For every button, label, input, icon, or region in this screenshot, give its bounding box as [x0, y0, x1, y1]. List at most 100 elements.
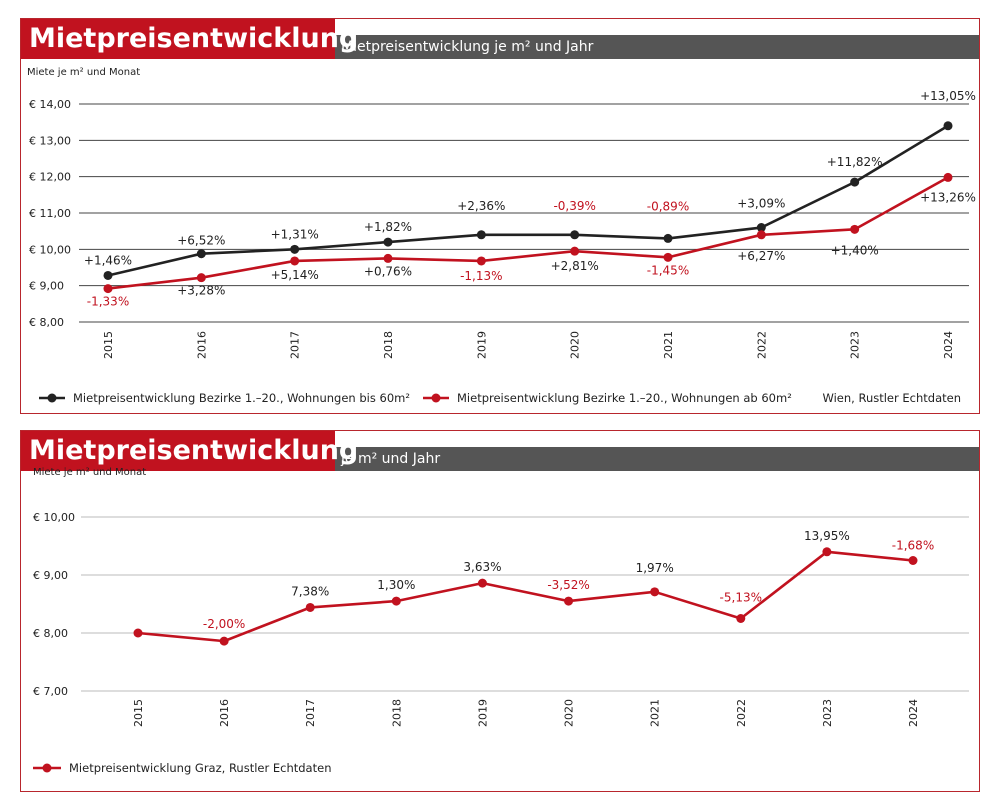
data-point [564, 596, 574, 606]
data-point [850, 224, 860, 234]
data-point [476, 256, 486, 266]
x-tick-label: 2022 [735, 699, 748, 727]
data-label: +2,81% [551, 259, 599, 273]
legend-marker [47, 393, 57, 403]
data-label: +11,82% [827, 155, 883, 169]
x-tick-label: 2020 [563, 699, 576, 727]
data-label: +13,26% [920, 190, 976, 204]
x-tick-label: 2022 [755, 331, 768, 359]
data-point [943, 172, 953, 182]
data-point [383, 253, 393, 263]
data-label: 1,30% [377, 578, 415, 592]
data-label: +1,40% [831, 243, 879, 257]
data-point [822, 547, 832, 557]
chart-panel-wien: Mietpreisentwicklung je m² und Jahr Miet… [20, 18, 980, 414]
x-tick-label: 2023 [849, 331, 862, 359]
data-label: +6,27% [737, 249, 785, 263]
data-label: -5,13% [720, 591, 762, 605]
y-axis-label: Miete je m² und Monat [33, 467, 146, 478]
data-point [290, 244, 300, 254]
data-label: -0,39% [553, 199, 595, 213]
chart-graz: Miete je m² und Monat € 7,00 € 8,00 € 9,00 €… [33, 467, 969, 775]
legend-marker [42, 763, 52, 773]
y-tick-label: € 12,00 [29, 171, 71, 184]
data-label: +1,46% [84, 253, 132, 267]
data-point [219, 636, 229, 646]
header-subtitle: je m² und Jahr [333, 447, 979, 471]
header-title: Mietpreisentwicklung [21, 431, 358, 471]
panel-header: je m² und Jahr Mietpreisentwicklung [21, 431, 979, 471]
legend-entry: Mietpreisentwicklung Graz, Rustler Echtd… [69, 761, 331, 775]
y-tick-label: € 13,00 [29, 134, 71, 147]
source-label: Wien, Rustler Echtdaten [822, 391, 961, 405]
data-label: +0,76% [364, 264, 412, 278]
data-point [476, 230, 486, 240]
data-point [103, 270, 113, 280]
data-point [196, 249, 206, 259]
data-label: 1,97% [636, 561, 674, 575]
data-point [663, 233, 673, 243]
y-tick-label: € 7,00 [33, 685, 68, 698]
data-point [650, 587, 660, 597]
data-label: -2,00% [203, 617, 245, 631]
data-point [850, 177, 860, 187]
header-title: Mietpreisentwicklung [21, 19, 358, 59]
x-tick-label: 2019 [476, 699, 489, 727]
data-point [133, 628, 143, 638]
x-tick-label: 2019 [475, 331, 488, 359]
x-tick-label: 2016 [195, 331, 208, 359]
series-line [107, 124, 949, 277]
x-tick-label: 2023 [821, 699, 834, 727]
data-label: -3,52% [547, 578, 589, 592]
data-point [391, 596, 401, 606]
data-point [908, 556, 918, 565]
y-tick-label: € 8,00 [33, 627, 68, 640]
legend-entry: Mietpreisentwicklung Bezirke 1.–20., Woh… [457, 391, 792, 405]
data-point [290, 256, 300, 266]
y-tick-label: € 14,00 [29, 98, 71, 111]
data-point [663, 252, 673, 262]
data-label: +1,31% [271, 227, 319, 241]
x-tick-label: 2020 [569, 331, 582, 359]
header-subtitle: Mietpreisentwicklung je m² und Jahr [333, 35, 979, 59]
data-point [943, 121, 953, 131]
y-axis-label: Miete je m² und Monat [27, 67, 140, 78]
data-label: -0,89% [647, 199, 689, 213]
data-point [756, 223, 766, 233]
data-point [736, 614, 746, 623]
chart-wien: Miete je m² und Monat € 8,00 € 9,00 € 10,00… [27, 67, 976, 405]
data-point [305, 602, 315, 612]
y-tick-label: € 11,00 [29, 207, 71, 220]
data-point [477, 578, 487, 588]
y-tick-label: € 10,00 [29, 243, 71, 256]
data-point [383, 237, 393, 247]
data-label: +1,82% [364, 220, 412, 234]
data-label: -1,33% [87, 295, 129, 309]
series-line [107, 176, 949, 290]
legend-marker [431, 393, 441, 403]
data-label: -1,68% [892, 539, 934, 553]
x-tick-label: 2015 [102, 331, 115, 359]
x-tick-label: 2024 [907, 699, 920, 727]
y-tick-label: € 8,00 [29, 316, 64, 329]
data-label: +2,36% [457, 199, 505, 213]
data-label: +6,52% [177, 234, 225, 248]
x-tick-label: 2015 [132, 699, 145, 727]
data-point [103, 284, 113, 294]
data-point [570, 230, 580, 240]
data-point [570, 246, 580, 256]
data-label: -1,45% [647, 263, 689, 277]
x-tick-label: 2017 [289, 331, 302, 359]
y-tick-label: € 9,00 [29, 280, 64, 293]
data-label: 7,38% [291, 584, 329, 598]
chart-panel-graz: je m² und Jahr Mietpreisentwicklung Miet… [20, 430, 980, 792]
y-tick-label: € 10,00 [33, 511, 75, 524]
x-tick-label: 2017 [304, 699, 317, 727]
x-tick-label: 2018 [390, 699, 403, 727]
x-tick-label: 2021 [662, 331, 675, 359]
series-line [137, 550, 914, 643]
y-tick-label: € 9,00 [33, 569, 68, 582]
data-label: +5,14% [271, 268, 319, 282]
legend-entry: Mietpreisentwicklung Bezirke 1.–20., Woh… [73, 391, 410, 405]
panel-header: Mietpreisentwicklung je m² und Jahr Miet… [21, 19, 979, 59]
